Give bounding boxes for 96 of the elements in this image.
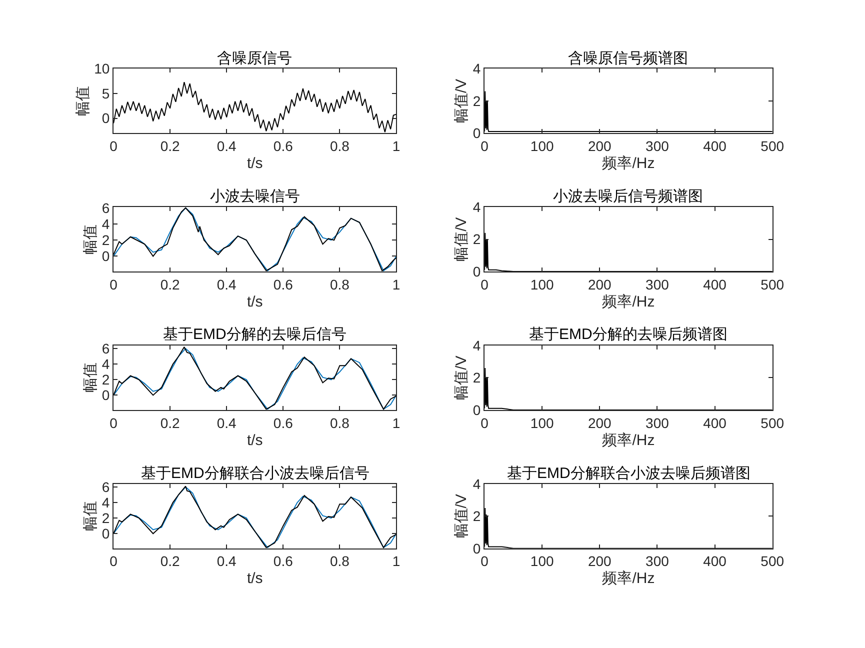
y-tick-label: 4 — [102, 356, 110, 372]
x-tick-label: 200 — [588, 414, 612, 431]
y-axis-title: 幅值 — [82, 224, 100, 254]
x-tick-label: 0.2 — [160, 138, 180, 154]
x-tick-label: 300 — [646, 414, 670, 431]
x-tick-label: 0.6 — [273, 414, 294, 431]
chart-title: 基于EMD分解的去噪后信号 — [163, 326, 346, 343]
y-axis-title: 幅值/V — [453, 356, 470, 400]
x-tick-label: 0.4 — [216, 553, 237, 570]
y-tick-label: 2 — [472, 370, 481, 386]
y-tick-label: 4 — [472, 60, 481, 77]
y-tick-label: 0 — [472, 263, 481, 280]
chart-title: 含噪原信号频谱图 — [568, 50, 688, 67]
line-series — [484, 368, 772, 410]
y-tick-label: 4 — [472, 337, 481, 354]
y-axis-title: 幅值 — [82, 362, 100, 393]
x-tick-label: 200 — [588, 553, 612, 570]
line-series — [484, 90, 772, 132]
x-tick-label: 100 — [530, 276, 554, 292]
x-axis-title: 频率/Hz — [602, 293, 655, 310]
x-tick-label: 0.2 — [160, 414, 180, 431]
x-tick-label: 400 — [703, 138, 727, 154]
y-axis-title: 幅值/V — [453, 494, 470, 538]
x-tick-label: 100 — [530, 138, 554, 154]
x-tick-label: 500 — [760, 553, 784, 570]
x-axis-title: t/s — [246, 570, 263, 588]
x-tick-label: 1 — [392, 414, 400, 431]
x-tick-label: 100 — [530, 553, 554, 570]
y-tick-label: 0 — [472, 402, 481, 418]
y-tick-label: 4 — [472, 476, 481, 492]
x-tick-label: 0.8 — [330, 414, 350, 431]
line-series — [484, 232, 772, 272]
x-tick-label: 300 — [646, 276, 670, 292]
x-tick-label: 500 — [760, 138, 784, 154]
x-tick-label: 0.8 — [330, 138, 350, 154]
x-tick-label: 500 — [760, 414, 784, 431]
y-tick-label: 2 — [472, 508, 481, 524]
y-tick-label: 0 — [102, 387, 110, 404]
y-tick-label: 6 — [102, 478, 110, 495]
x-tick-label: 0.4 — [216, 414, 237, 431]
y-tick-label: 0 — [102, 526, 110, 542]
y-tick-label: 2 — [472, 231, 481, 248]
y-tick-label: 4 — [472, 198, 481, 215]
x-tick-label: 100 — [530, 414, 554, 431]
x-axis-title: 频率/Hz — [602, 570, 655, 588]
x-tick-label: 1 — [392, 138, 400, 154]
x-axis-title: t/s — [246, 293, 263, 310]
y-tick-label: 2 — [102, 372, 110, 388]
x-tick-label: 0.6 — [273, 138, 294, 154]
chart-title: 含噪原信号 — [217, 50, 292, 67]
x-tick-label: 0.4 — [216, 138, 237, 154]
x-tick-label: 300 — [646, 138, 670, 154]
x-tick-label: 500 — [760, 276, 784, 292]
y-tick-label: 6 — [102, 200, 110, 216]
chart-title: 小波去噪信号 — [210, 188, 300, 205]
y-axis-title: 幅值 — [74, 86, 92, 116]
y-tick-label: 2 — [102, 510, 110, 526]
x-axis-title: 频率/Hz — [602, 154, 655, 172]
x-tick-label: 0.8 — [330, 276, 350, 292]
x-tick-label: 1 — [392, 276, 400, 292]
x-tick-label: 300 — [646, 553, 670, 570]
x-axis-title: t/s — [246, 432, 263, 449]
y-axis-title: 幅值 — [82, 501, 100, 532]
y-tick-label: 0 — [102, 110, 110, 126]
y-tick-label: 4 — [102, 494, 110, 510]
x-tick-label: 400 — [703, 553, 727, 570]
y-tick-label: 2 — [102, 232, 110, 248]
y-axis-title: 幅值/V — [453, 217, 470, 262]
x-tick-label: 0.4 — [216, 276, 237, 292]
chart-title: 基于EMD分解联合小波去噪后频谱图 — [507, 465, 750, 482]
x-tick-label: 400 — [703, 276, 727, 292]
y-tick-label: 0 — [472, 540, 481, 556]
x-tick-label: 0.8 — [330, 553, 350, 570]
line-series — [114, 82, 396, 133]
x-tick-label: 0.2 — [160, 553, 180, 570]
y-axis-title: 幅值/V — [453, 78, 470, 123]
x-tick-label: 200 — [588, 276, 612, 292]
y-tick-label: 5 — [102, 85, 110, 102]
chart-title: 小波去噪后信号频谱图 — [553, 188, 703, 205]
y-tick-label: 0 — [102, 248, 110, 264]
y-tick-label: 0 — [472, 125, 481, 142]
x-axis-title: 频率/Hz — [602, 432, 655, 449]
x-tick-label: 0.6 — [273, 553, 294, 570]
chart-title: 基于EMD分解的去噪后频谱图 — [529, 326, 728, 343]
x-tick-label: 0.6 — [273, 276, 294, 292]
line-series — [114, 207, 396, 272]
x-tick-label: 200 — [588, 138, 612, 154]
chart-title: 基于EMD分解联合小波去噪后信号 — [141, 465, 370, 482]
y-tick-label: 6 — [102, 340, 110, 356]
y-tick-label: 2 — [472, 92, 481, 109]
x-tick-label: 1 — [392, 553, 400, 570]
x-tick-label: 0.2 — [160, 276, 180, 292]
y-tick-label: 4 — [102, 216, 110, 232]
y-tick-label: 10 — [94, 60, 110, 77]
x-tick-label: 400 — [703, 414, 727, 431]
x-axis-title: t/s — [246, 154, 263, 172]
